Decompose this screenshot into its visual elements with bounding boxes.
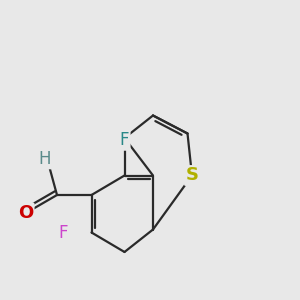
Text: O: O bbox=[18, 204, 33, 222]
Text: F: F bbox=[120, 131, 129, 149]
Text: H: H bbox=[38, 150, 51, 168]
Text: F: F bbox=[58, 224, 68, 242]
Text: S: S bbox=[185, 167, 199, 184]
